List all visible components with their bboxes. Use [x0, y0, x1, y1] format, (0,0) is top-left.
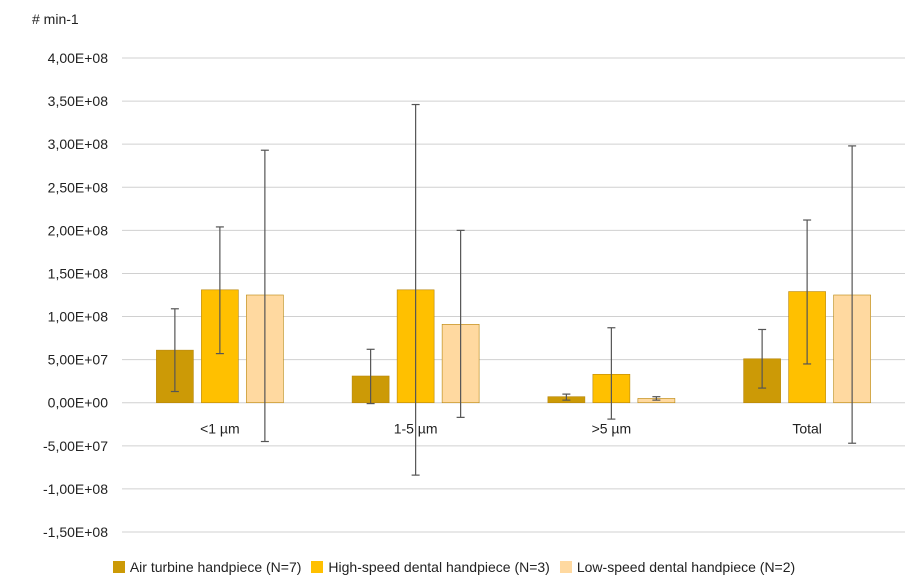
y-tick-label: 4,00E+08	[48, 50, 109, 66]
y-tick-label: 0,00E+00	[48, 395, 109, 411]
category-label: 1-5 µm	[394, 421, 438, 437]
category-label: >5 µm	[592, 421, 632, 437]
legend-swatch	[559, 561, 572, 573]
y-tick-label: -1,50E+08	[43, 524, 108, 540]
category-labels: <1 µm 1-5 µm >5 µm Total	[200, 421, 822, 437]
bar-chart: # min-1 4,00E+08 3,50E+08 3,00E+08 2,50E+08…	[32, 11, 905, 540]
legend-item: Low-speed dental handpiece (N=2)	[559, 559, 796, 575]
y-tick-label: 2,00E+08	[48, 222, 109, 238]
category-label: Total	[792, 421, 822, 437]
y-tick-label: 1,00E+08	[48, 309, 109, 325]
legend-swatch	[311, 561, 324, 573]
error-bars	[170, 103, 857, 476]
y-tick-label: 5,00E+07	[48, 352, 109, 368]
legend-label: Air turbine handpiece (N=7)	[129, 559, 302, 575]
bars	[156, 289, 871, 404]
legend-label: Low-speed dental handpiece (N=2)	[576, 559, 796, 575]
y-tick-label: 3,50E+08	[48, 93, 109, 109]
category-label: <1 µm	[200, 421, 240, 437]
legend-label: High-speed dental handpiece (N=3)	[328, 559, 550, 575]
y-tick-label: 2,50E+08	[48, 179, 109, 195]
y-tick-label: -1,00E+08	[43, 481, 108, 497]
legend-swatch	[112, 561, 125, 573]
y-tick-label: 1,50E+08	[48, 265, 109, 281]
legend-item: Air turbine handpiece (N=7)	[112, 559, 302, 575]
y-axis-label: # min-1	[32, 11, 79, 27]
legend: Air turbine handpiece (N=7) High-speed de…	[0, 557, 908, 577]
y-tick-label: 3,00E+08	[48, 136, 109, 152]
y-tick-labels: 4,00E+08 3,50E+08 3,00E+08 2,50E+08 2,00E+08…	[43, 50, 108, 540]
y-tick-label: -5,00E+07	[43, 438, 108, 454]
legend-item: High-speed dental handpiece (N=3)	[311, 559, 550, 575]
grid-lines	[122, 57, 905, 533]
